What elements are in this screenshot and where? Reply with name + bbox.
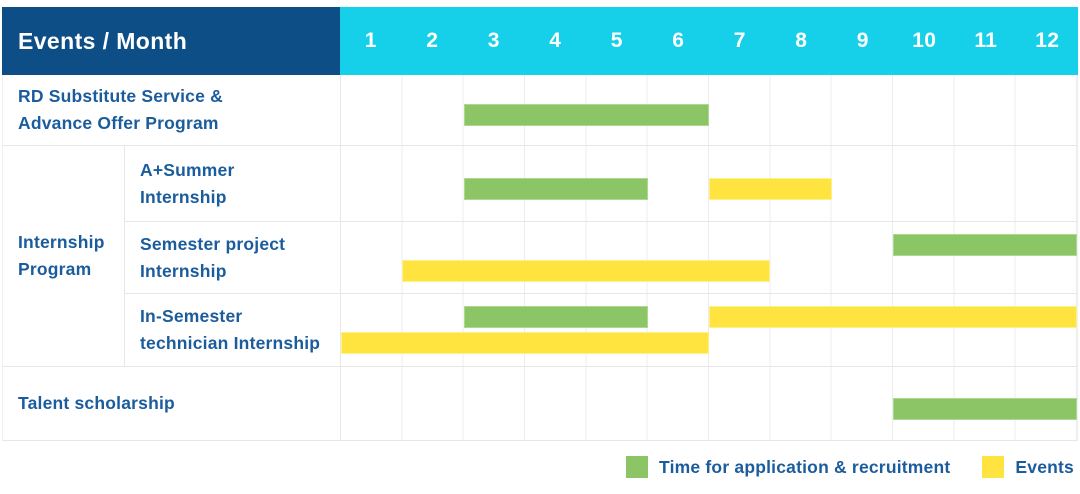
row-label-semester-project-internship: Semester project Internship: [125, 222, 341, 294]
row-label-text: Semester project Internship: [140, 233, 286, 281]
events-month-title: Events / Month: [18, 27, 188, 54]
month-label: 11: [974, 29, 998, 52]
application-bar: [463, 306, 648, 328]
gantt-row: [341, 146, 1077, 222]
group-label-internship-program: Internship Program: [3, 146, 125, 367]
legend-label-application: Time for application & recruitment: [659, 456, 951, 477]
row-label-rd-substitute: RD Substitute Service & Advance Offer Pr…: [3, 75, 341, 146]
application-bar: [893, 397, 1077, 420]
legend-item-events: Events: [982, 456, 1074, 478]
month-grid: [340, 75, 1078, 440]
event-bar: [341, 332, 709, 354]
row-label-a-summer-internship: A+Summer Internship: [125, 146, 341, 222]
gantt-row: [341, 294, 1077, 367]
event-bar: [709, 177, 832, 200]
legend-label-events: Events: [1015, 456, 1074, 477]
event-bar: [402, 259, 771, 282]
month-label: 12: [1035, 29, 1060, 52]
events-month-header-cell: Events / Month: [2, 7, 340, 75]
month-label: 7: [733, 29, 746, 52]
month-label: 9: [856, 29, 869, 52]
application-bar: [463, 104, 709, 126]
month-label: 1: [364, 29, 377, 52]
month-label: 8: [795, 29, 808, 52]
month-label: 3: [487, 29, 500, 52]
month-label: 5: [610, 29, 623, 52]
month-header: 1 2 3 4 5 6 7 8 9 10 11 12: [340, 7, 1078, 75]
row-label-text: In-Semester technician Internship: [140, 306, 321, 353]
row-label-talent-scholarship: Talent scholarship: [3, 367, 341, 440]
table-body: RD Substitute Service & Advance Offer Pr…: [2, 75, 1078, 441]
row-label-text: A+Summer Internship: [140, 159, 235, 207]
gantt-row: [341, 222, 1077, 294]
table-header-row: Events / Month 1 2 3 4 5 6 7 8 9 10 11 12: [2, 7, 1078, 75]
event-swatch-icon: [982, 456, 1005, 478]
row-label-text: RD Substitute Service & Advance Offer Pr…: [18, 86, 223, 133]
month-label: 6: [672, 29, 685, 52]
application-bar: [893, 233, 1077, 256]
application-bar: [463, 177, 648, 200]
row-label-text: Talent scholarship: [18, 393, 175, 414]
month-label: 2: [426, 29, 439, 52]
row-label-in-semester-technician-internship: In-Semester technician Internship: [125, 294, 341, 367]
gantt-table: Events / Month 1 2 3 4 5 6 7 8 9 10 11 12 RD Substi…: [2, 7, 1078, 441]
month-label: 10: [912, 29, 937, 52]
gantt-row: [341, 75, 1077, 146]
legend-item-application: Time for application & recruitment: [626, 456, 950, 478]
gantt-row: [341, 367, 1077, 440]
application-swatch-icon: [626, 456, 649, 478]
group-label-text: Internship Program: [18, 232, 105, 279]
legend: Time for application & recruitment Event…: [2, 456, 1078, 478]
event-bar: [709, 306, 1077, 328]
label-column: RD Substitute Service & Advance Offer Pr…: [2, 75, 341, 440]
month-label: 4: [549, 29, 562, 52]
